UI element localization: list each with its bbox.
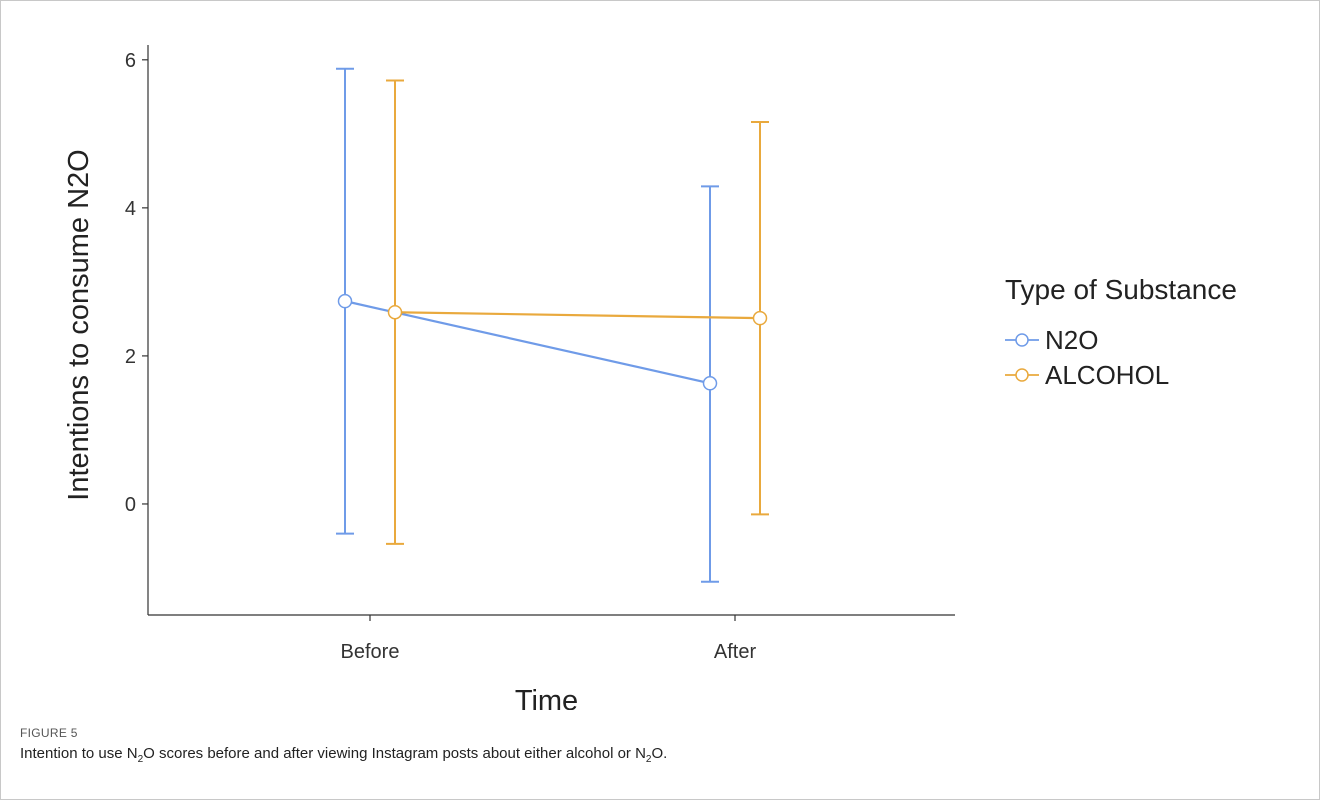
series-alcohol bbox=[386, 79, 769, 545]
figure-caption: Intention to use N2O scores before and a… bbox=[20, 745, 667, 765]
x-axis-title: Time bbox=[515, 685, 578, 710]
caption-part-1: Intention to use N bbox=[20, 745, 138, 762]
series-line bbox=[344, 300, 711, 385]
caption-part-3: O. bbox=[651, 745, 668, 762]
data-point bbox=[752, 310, 768, 326]
series-layer bbox=[336, 67, 769, 583]
legend-label: ALCOHOL bbox=[1045, 360, 1169, 390]
legend-label: N2O bbox=[1045, 325, 1098, 355]
caption-sub-1: 2 bbox=[137, 754, 144, 765]
y-tick-label: 0 bbox=[125, 494, 136, 516]
y-tick-label: 6 bbox=[125, 50, 136, 72]
data-point bbox=[387, 304, 403, 320]
legend-title: Type of Substance bbox=[1005, 274, 1237, 305]
series-line bbox=[394, 311, 761, 320]
y-axis-title: Intentions to consume N2O bbox=[63, 149, 95, 500]
legend-marker bbox=[1015, 368, 1029, 382]
data-point bbox=[337, 293, 353, 309]
y-tick-label: 4 bbox=[125, 198, 136, 220]
chart: 0 2 4 6 Before After Time Intentions to consume… bbox=[63, 45, 1237, 710]
legend-marker bbox=[1015, 333, 1029, 347]
x-tick-label: After bbox=[714, 641, 757, 663]
y-tick-label: 2 bbox=[125, 346, 136, 368]
axes: 0 2 4 6 Before After Time Intentions to consume… bbox=[63, 45, 955, 710]
data-point bbox=[702, 376, 718, 391]
figure-label: FIGURE 5 bbox=[20, 726, 78, 740]
legend: Type of Substance N2O ALCOHOL bbox=[1005, 274, 1237, 390]
series-n2o bbox=[336, 67, 719, 583]
caption-part-2: O scores before and after viewing Instag… bbox=[143, 745, 646, 762]
x-tick-label: Before bbox=[341, 641, 400, 663]
caption-sub-2: 2 bbox=[645, 754, 652, 765]
